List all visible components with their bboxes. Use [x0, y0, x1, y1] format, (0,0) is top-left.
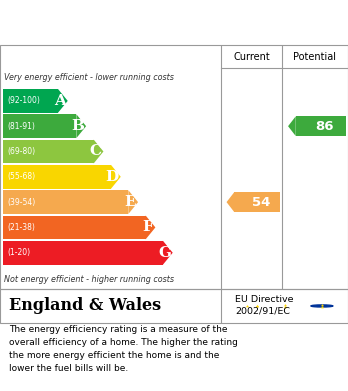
- Text: (1-20): (1-20): [7, 248, 30, 257]
- Text: C: C: [89, 145, 102, 158]
- Text: England & Wales: England & Wales: [9, 298, 161, 314]
- Text: (81-91): (81-91): [7, 122, 35, 131]
- Polygon shape: [146, 215, 156, 239]
- Bar: [3, 140, 94, 163]
- Bar: [3, 114, 76, 138]
- Polygon shape: [288, 116, 296, 136]
- Text: B: B: [71, 119, 84, 133]
- Text: Current: Current: [233, 52, 270, 61]
- Text: G: G: [158, 246, 171, 260]
- Polygon shape: [128, 190, 138, 214]
- Text: (92-100): (92-100): [7, 96, 40, 106]
- Text: The energy efficiency rating is a measure of the
overall efficiency of a home. T: The energy efficiency rating is a measur…: [9, 325, 238, 373]
- Bar: [3, 190, 128, 214]
- Text: A: A: [54, 94, 66, 108]
- Polygon shape: [227, 192, 234, 212]
- Text: 54: 54: [252, 196, 270, 209]
- Text: D: D: [106, 170, 119, 184]
- Polygon shape: [163, 241, 173, 265]
- Text: Not energy efficient - higher running costs: Not energy efficient - higher running co…: [4, 275, 174, 284]
- Text: Very energy efficient - lower running costs: Very energy efficient - lower running co…: [4, 74, 174, 83]
- Text: (39-54): (39-54): [7, 197, 35, 206]
- Polygon shape: [58, 89, 68, 113]
- Bar: [3, 215, 146, 239]
- Bar: [234, 192, 280, 212]
- Bar: [3, 241, 163, 265]
- Polygon shape: [76, 114, 86, 138]
- Bar: [296, 116, 346, 136]
- Text: (69-80): (69-80): [7, 147, 35, 156]
- Bar: [3, 165, 111, 189]
- Text: 86: 86: [316, 120, 334, 133]
- Polygon shape: [94, 140, 103, 163]
- Text: F: F: [143, 221, 154, 235]
- Text: Energy Efficiency Rating: Energy Efficiency Rating: [10, 16, 213, 31]
- Text: E: E: [125, 195, 136, 209]
- Text: (55-68): (55-68): [7, 172, 35, 181]
- Polygon shape: [111, 165, 121, 189]
- Text: EU Directive
2002/91/EC: EU Directive 2002/91/EC: [235, 295, 293, 316]
- Bar: [3, 89, 58, 113]
- Text: Potential: Potential: [293, 52, 337, 61]
- Circle shape: [311, 305, 333, 307]
- Text: (21-38): (21-38): [7, 223, 35, 232]
